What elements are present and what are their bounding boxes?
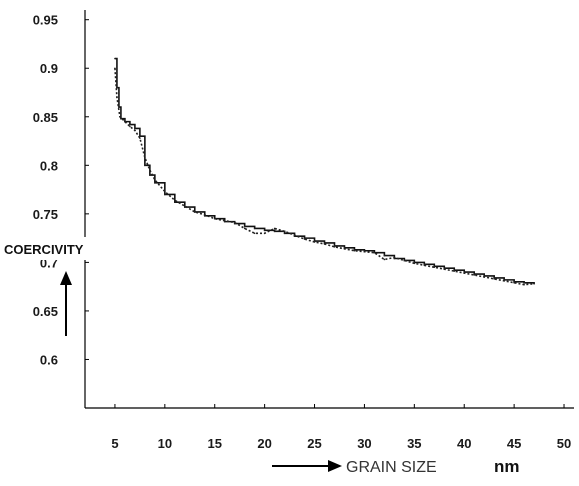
- data-point: [114, 57, 116, 60]
- data-point: [313, 241, 316, 243]
- x-tick-label: 25: [307, 436, 321, 451]
- data-point: [243, 227, 246, 230]
- x-axis-unit: nm: [494, 457, 520, 476]
- y-tick-label: 0.8: [40, 158, 58, 173]
- data-point: [174, 199, 176, 202]
- data-point: [164, 190, 166, 193]
- x-tick-label: 50: [557, 436, 571, 451]
- data-point: [393, 256, 396, 259]
- data-point: [253, 232, 256, 235]
- x-tick-label: 40: [457, 436, 471, 451]
- data-point: [139, 137, 141, 139]
- data-point: [503, 280, 505, 282]
- data-point: [116, 86, 118, 89]
- data-point: [523, 283, 525, 286]
- data-point: [116, 96, 118, 99]
- data-point: [323, 243, 326, 245]
- data-point: [483, 276, 485, 278]
- data-point: [129, 123, 131, 126]
- data-point: [114, 67, 116, 70]
- data-point: [283, 232, 286, 235]
- data-point: [373, 251, 376, 254]
- data-point: [129, 125, 131, 128]
- data-point: [363, 250, 366, 253]
- data-point: [120, 117, 122, 120]
- data-point: [433, 266, 436, 269]
- y-tick-label: 0.65: [33, 304, 58, 319]
- series-dotted-line: [114, 68, 535, 286]
- data-point: [523, 281, 525, 284]
- data-point: [383, 254, 386, 257]
- x-tick-label: 30: [357, 436, 371, 451]
- data-point: [513, 281, 515, 284]
- data-point: [403, 259, 406, 262]
- series-layer: [114, 57, 535, 286]
- data-point: [263, 232, 266, 235]
- data-point: [154, 179, 156, 181]
- y-tick-group: 0.950.90.850.80.750.70.650.6: [33, 13, 89, 367]
- ylabel-background: [0, 237, 148, 260]
- data-point: [443, 268, 446, 270]
- y-tick-label: 0.85: [33, 110, 58, 125]
- data-point: [273, 227, 276, 230]
- data-point: [164, 193, 166, 196]
- data-point: [243, 225, 246, 228]
- data-point: [149, 174, 151, 176]
- data-point: [119, 115, 121, 118]
- data-point: [144, 164, 146, 167]
- y-axis-arrow: [60, 271, 72, 336]
- data-point: [463, 272, 466, 274]
- y-tick-label: 0.75: [33, 207, 58, 222]
- data-point: [413, 262, 416, 265]
- data-point: [174, 201, 176, 204]
- x-tick-label: 5: [111, 436, 118, 451]
- data-point: [149, 169, 151, 171]
- x-tick-group: 5 10 15 20 25 30 35 40 45 50: [111, 404, 571, 451]
- data-point: [333, 246, 336, 248]
- x-tick-label: 20: [257, 436, 271, 451]
- data-point: [223, 219, 226, 222]
- data-point: [263, 229, 266, 232]
- data-point: [213, 217, 216, 220]
- y-tick-label: 0.9: [40, 61, 58, 76]
- x-tick-label: 10: [158, 436, 172, 451]
- data-point: [383, 258, 386, 261]
- y-axis-label: COERCIVITY: [4, 242, 84, 257]
- data-point: [193, 211, 196, 213]
- data-point: [493, 278, 495, 280]
- data-point: [423, 264, 426, 267]
- data-point: [203, 214, 206, 216]
- data-point: [233, 221, 236, 224]
- data-point: [283, 230, 286, 233]
- data-point: [343, 248, 346, 250]
- data-point: [303, 238, 306, 240]
- data-point: [293, 234, 296, 237]
- data-point: [183, 205, 186, 207]
- x-axis-label: GRAIN SIZE: [346, 459, 437, 476]
- data-point: [144, 156, 146, 159]
- y-tick-label: 0.6: [40, 352, 58, 367]
- data-point: [473, 274, 476, 276]
- data-point: [273, 230, 276, 233]
- data-point: [134, 127, 136, 130]
- data-point: [118, 106, 120, 108]
- data-point: [253, 227, 256, 230]
- data-point: [134, 129, 136, 132]
- y-tick-label: 0.95: [33, 13, 58, 28]
- x-tick-label: 35: [407, 436, 421, 451]
- x-tick-label: 15: [208, 436, 222, 451]
- data-point: [154, 181, 156, 184]
- series-solid-line: [114, 57, 535, 284]
- data-point: [533, 282, 535, 285]
- x-axis-arrow: [272, 460, 342, 472]
- x-tick-label: 45: [507, 436, 521, 451]
- data-point: [453, 270, 456, 272]
- data-point: [124, 120, 126, 123]
- data-point: [353, 249, 356, 252]
